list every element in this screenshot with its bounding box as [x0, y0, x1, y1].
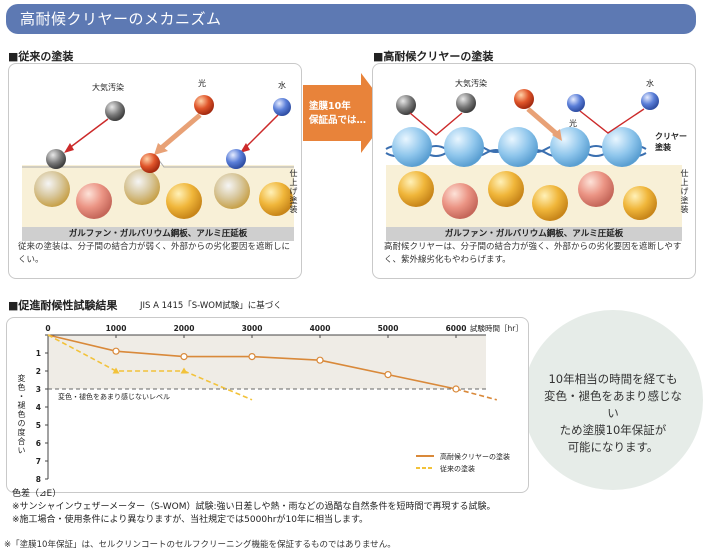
right-substrate [386, 227, 682, 241]
clear-coat-label: クリヤー塗装 [655, 132, 687, 152]
left-side-label: 仕上げ塗装 [289, 169, 298, 214]
test-standard: JIS A 1415「S-WOM試験」に基づく [140, 301, 282, 311]
data-point [384, 370, 392, 379]
pollution-label: 大気汚染 [92, 83, 124, 92]
left-substrate-label: ガルファン・ガルバリウム鋼板、アルミ圧延板 [68, 229, 248, 239]
threshold-label: 変色・褪色をあまり感じないレベル [58, 392, 170, 401]
notes: 色差（⊿E） ※サンシャインウェザーメーター（S-WOM）試験:強い日差しや熱・… [12, 488, 495, 527]
water-label: 水 [646, 79, 654, 88]
light-particle [194, 95, 214, 115]
left-substrate [22, 227, 294, 241]
pollution-label: 大気汚染 [455, 79, 487, 88]
clear-coat-sphere [602, 127, 642, 167]
faded-pigment [124, 169, 160, 205]
right-substrate-label: ガルファン・ガルバリウム鋼板、アルミ圧延板 [444, 229, 624, 239]
light-label: 光 [198, 79, 206, 88]
pigment-gold [259, 182, 293, 216]
summary-line: 10年相当の時間を経ても [548, 372, 678, 386]
pollution-particle [396, 95, 416, 115]
pigment-gold [532, 185, 568, 221]
data-point [180, 352, 188, 361]
faded-pigment [214, 173, 250, 209]
pigment-gold [623, 186, 657, 220]
arrow-text-line2: 保証品では… [309, 115, 367, 126]
y-axis-label: 変色・褪色の度合い [17, 374, 26, 455]
clear-coat-sphere [444, 127, 484, 167]
x-axis-label: 試験時間［hr］ [470, 323, 523, 333]
right-heading: ■高耐候クリヤーの塗装 [373, 50, 494, 63]
y-tick-label: 4 [36, 403, 41, 412]
y-tick-label: 7 [36, 457, 41, 466]
arrow-text-line1: 塗膜10年 [309, 101, 351, 112]
water-particle [273, 98, 291, 116]
x-tick-label: 6000 [446, 324, 467, 333]
footer-note: ※「塗膜10年保証」は、セルクリンコートのセルフクリーニング機能を保証するもので… [4, 540, 396, 550]
pollution-particle [105, 101, 125, 121]
light-label: 光 [569, 119, 577, 128]
left-caption: 従来の塗装は、分子間の結合力が弱く、外部からの劣化要因を遮断しにくい。 [18, 242, 291, 265]
page-title: 高耐候クリヤーのメカニズム [6, 4, 696, 34]
pigment-gold [398, 171, 434, 207]
x-tick-label: 5000 [378, 324, 399, 333]
right-side-label: 仕上げ塗装 [680, 169, 689, 214]
pigment-pink [578, 171, 614, 207]
summary-circle [523, 310, 703, 490]
summary-line: ため塗膜10年保証が [559, 423, 667, 437]
water-label: 水 [278, 81, 286, 90]
data-point [248, 352, 256, 361]
data-point [316, 356, 324, 364]
pigment-pink [76, 183, 112, 219]
pollution-particle [46, 149, 66, 169]
y-tick-label: 1 [36, 349, 41, 358]
left-heading: ■従来の塗装 [8, 50, 74, 63]
weathering-chart: 0 1000 2000 3000 4000 5000 6000 試験時間［hr］ 1 2 3 4 5 6 7… [36, 323, 523, 484]
test-heading: ■促進耐候性試験結果 [8, 299, 118, 312]
legend-label: 高耐候クリヤーの塗装 [440, 452, 510, 461]
light-particle [514, 89, 534, 109]
summary-line: 変色・褪色をあまり感じない [544, 389, 682, 420]
water-particle [641, 92, 659, 110]
pollution-particle [456, 93, 476, 113]
left-illustration [22, 95, 294, 241]
right-illustration [385, 89, 682, 241]
series-extension [183, 370, 253, 401]
x-tick-label: 2000 [174, 324, 195, 333]
data-point [112, 347, 120, 355]
x-tick-label: 1000 [106, 324, 127, 333]
right-caption: 高耐候クリヤーは、分子間の結合力が強く、外部からの劣化要因を遮断しやすく、紫外線… [384, 242, 682, 265]
series-extension [455, 388, 498, 401]
pigment-gold [166, 183, 202, 219]
note-line: ※サンシャインウェザーメーター（S-WOM）試験:強い日差しや熱・雨などの過酷な… [12, 502, 496, 512]
light-particle [140, 153, 160, 173]
pigment-gold [488, 171, 524, 207]
transition-arrow [303, 73, 391, 153]
y-tick-label: 8 [36, 475, 41, 484]
legend-label: 従来の塗装 [440, 464, 475, 473]
x-tick-label: 3000 [242, 324, 263, 333]
y-tick-label: 6 [36, 439, 41, 448]
y-tick-label: 3 [36, 385, 41, 394]
x-tick-label: 4000 [310, 324, 331, 333]
summary-text: 10年相当の時間を経ても 変色・褪色をあまり感じない ため塗膜10年保証が 可能… [540, 371, 686, 456]
data-point [112, 367, 120, 374]
pigment-pink [442, 183, 478, 219]
clear-coat-sphere [498, 127, 538, 167]
y-tick-label: 2 [36, 367, 41, 376]
water-particle [567, 94, 585, 112]
note-line: 色差（⊿E） [12, 489, 62, 499]
clear-coat-sphere [392, 127, 432, 167]
water-particle [226, 149, 246, 169]
data-point [452, 385, 460, 393]
arrow-text: 塗膜10年 保証品では… [309, 100, 377, 128]
faded-pigment [34, 171, 70, 207]
note-line: ※施工場合・使用条件により異なりますが、当社規定では5000hrが10年に相当し… [12, 515, 369, 525]
x-tick-label: 0 [45, 324, 50, 333]
y-tick-label: 5 [36, 421, 41, 430]
data-point [180, 367, 188, 374]
summary-line: 可能になります。 [567, 440, 659, 454]
